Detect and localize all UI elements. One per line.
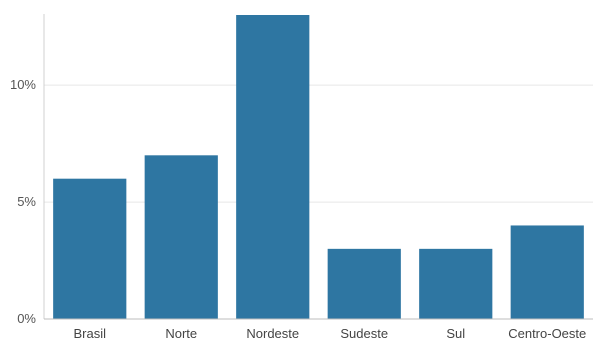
bar-centro-oeste <box>510 225 584 319</box>
x-tick-label: Brasil <box>73 326 106 341</box>
x-tick-label: Centro-Oeste <box>508 326 586 341</box>
bar-sudeste <box>327 248 401 319</box>
x-tick-label: Nordeste <box>246 326 299 341</box>
y-tick-label: 5% <box>17 194 36 209</box>
x-tick-label: Norte <box>165 326 197 341</box>
x-tick-label: Sudeste <box>340 326 388 341</box>
bar-norte <box>144 155 218 319</box>
y-tick-labels: 0% 5% 10% <box>10 77 36 326</box>
bar-brasil <box>53 178 127 319</box>
x-tick-label: Sul <box>446 326 465 341</box>
bar-sul <box>419 248 493 319</box>
bar-nordeste <box>236 15 310 319</box>
y-tick-label: 0% <box>17 311 36 326</box>
y-tick-label: 10% <box>10 77 36 92</box>
grid-layer <box>44 84 593 203</box>
bars-layer <box>53 15 584 319</box>
x-tick-labels: Brasil Norte Nordeste Sudeste Sul Centro-Oest… <box>73 326 586 341</box>
